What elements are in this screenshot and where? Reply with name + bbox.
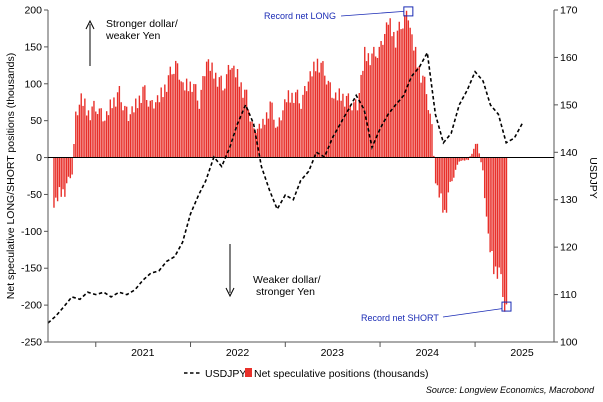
bar-series-net-positions: [53, 10, 508, 312]
x-tick-label: 2023: [321, 347, 345, 359]
weaker-dollar-line2: stronger Yen: [256, 286, 315, 298]
right-axis-title: USDJPY: [587, 157, 599, 198]
annotation-stronger-dollar: Stronger dollar/ weaker Yen: [85, 18, 178, 66]
right-tick-label: 100: [560, 337, 578, 349]
x-tick-label: 2025: [510, 347, 534, 359]
record-short-leader: [442, 308, 503, 318]
down-arrow-head: [225, 287, 235, 298]
left-axis-title: Net speculative LONG/SHORT positions (th…: [5, 53, 17, 299]
right-tick-label: 150: [560, 99, 578, 111]
up-arrow-head: [85, 19, 95, 30]
legend: USDJPY Net speculative positions (thousa…: [184, 368, 429, 380]
callout-record-short: Record net SHORT: [361, 301, 512, 323]
record-short-label: Record net SHORT: [361, 313, 439, 323]
left-tick-label: -200: [21, 300, 42, 312]
left-tick-label: -250: [21, 337, 42, 349]
stronger-dollar-line2: weaker Yen: [105, 30, 160, 42]
left-tick-label: 150: [24, 41, 42, 53]
callout-record-long: Record net LONG: [264, 6, 414, 21]
stronger-dollar-line1: Stronger dollar/: [106, 18, 178, 30]
right-tick-label: 170: [560, 5, 578, 17]
x-tick-label: 2021: [131, 347, 155, 359]
left-tick-label: -50: [27, 189, 42, 201]
right-tick-label: 120: [560, 242, 578, 254]
weaker-dollar-line1: Weaker dollar/: [253, 274, 321, 286]
record-long-label: Record net LONG: [264, 11, 336, 21]
source-note: Source: Longview Economics, Macrobond: [426, 385, 595, 395]
right-tick-label: 110: [560, 289, 577, 301]
left-tick-label: 200: [24, 5, 42, 17]
x-tick-label: 2024: [416, 347, 440, 359]
record-long-leader: [340, 11, 404, 17]
legend-bar-label: Net speculative positions (thousands): [254, 368, 429, 380]
annotation-weaker-dollar: Weaker dollar/ stronger Yen: [225, 244, 321, 298]
left-tick-label: 0: [36, 152, 42, 164]
record-short-marker: [501, 301, 512, 312]
left-tick-label: 50: [30, 115, 42, 127]
x-tick-label: 2022: [226, 347, 250, 359]
right-tick-label: 160: [560, 52, 578, 64]
legend-line-label: USDJPY: [205, 368, 246, 380]
legend-bar-swatch: [245, 368, 252, 377]
record-long-marker: [403, 6, 414, 17]
left-tick-label: 100: [24, 78, 42, 90]
line-series-usdjpy: [47, 50, 523, 324]
usdjpy-line: [47, 50, 523, 324]
right-tick-label: 140: [560, 147, 578, 159]
left-tick-label: -150: [21, 263, 42, 275]
right-tick-label: 130: [560, 194, 578, 206]
axes: -250 -200 -150 -100 -50 0 50 100 150 200 100 110 120…: [21, 5, 578, 360]
left-tick-label: -100: [21, 226, 42, 238]
